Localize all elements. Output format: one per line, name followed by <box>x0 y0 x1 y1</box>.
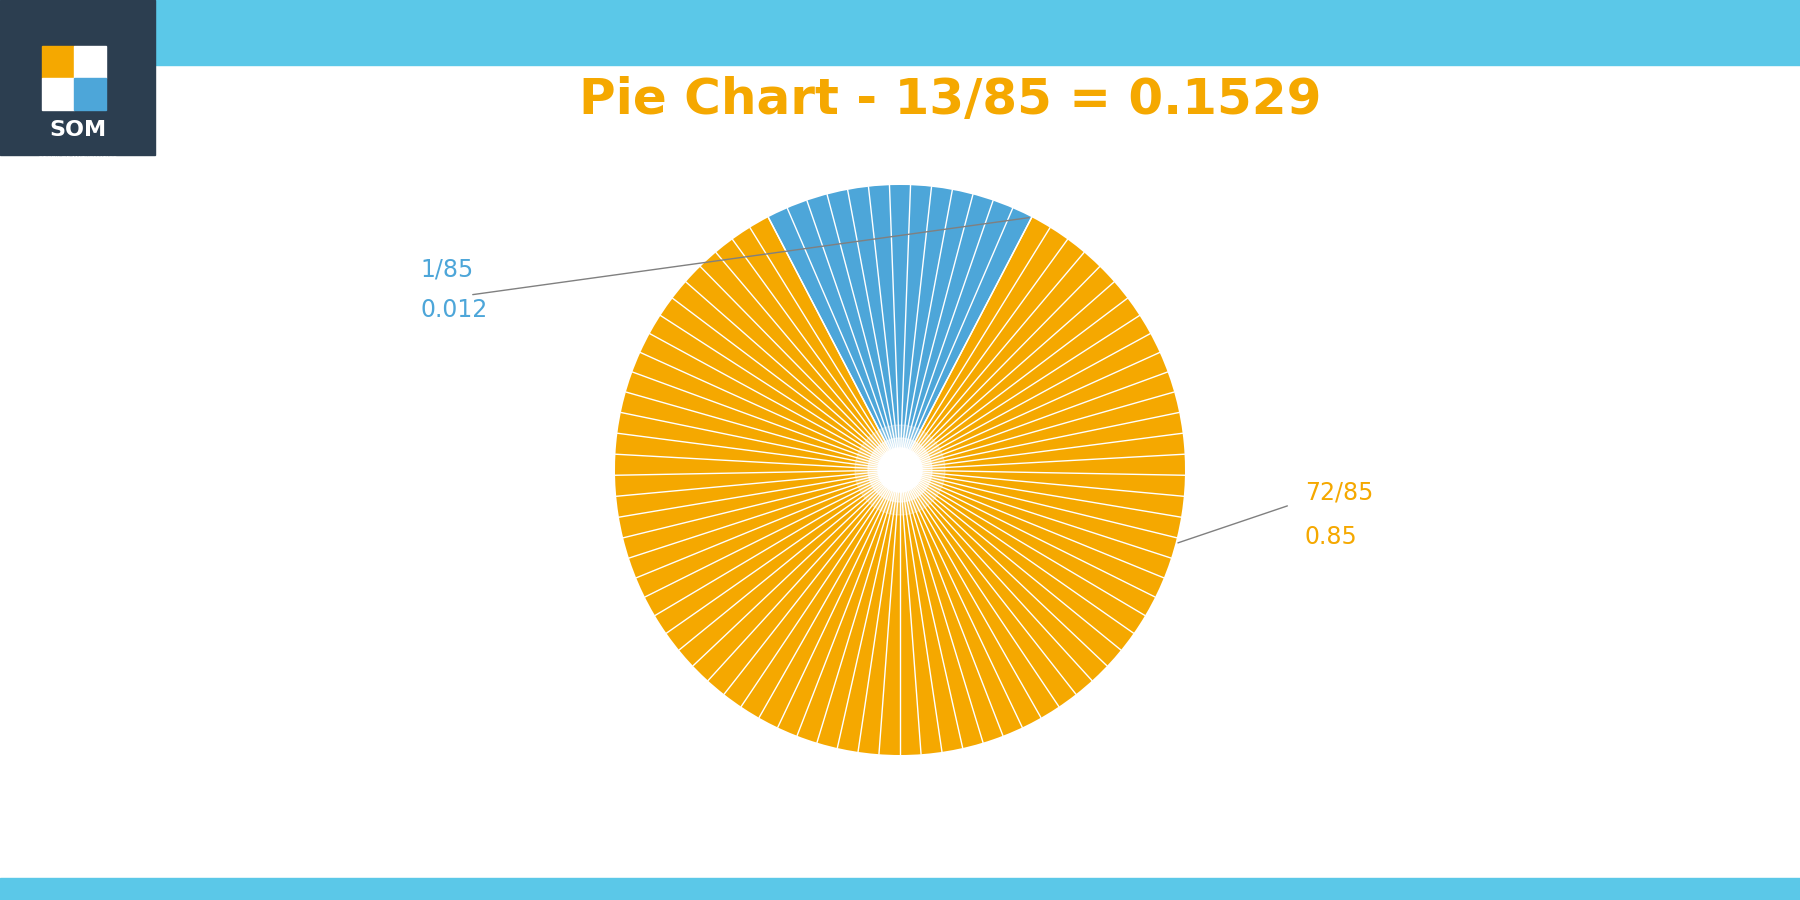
Bar <box>0 0 155 155</box>
Text: SOM: SOM <box>49 120 106 140</box>
Text: 72/85: 72/85 <box>1305 481 1373 505</box>
Bar <box>41 46 74 78</box>
Wedge shape <box>616 217 1184 755</box>
Wedge shape <box>769 185 1031 470</box>
Text: 1/85: 1/85 <box>419 258 473 282</box>
Circle shape <box>855 425 945 515</box>
Circle shape <box>868 438 932 502</box>
Bar <box>74 78 106 110</box>
Bar <box>0 878 1800 900</box>
Bar <box>74 46 106 78</box>
Bar <box>41 78 74 110</box>
Bar <box>0 0 1800 65</box>
Text: STORY OF MATHEMATICS: STORY OF MATHEMATICS <box>38 156 117 160</box>
Circle shape <box>878 448 922 492</box>
Text: 0.012: 0.012 <box>419 298 488 322</box>
Text: 0.85: 0.85 <box>1305 525 1357 549</box>
Text: Pie Chart - 13/85 = 0.1529: Pie Chart - 13/85 = 0.1529 <box>580 76 1321 124</box>
